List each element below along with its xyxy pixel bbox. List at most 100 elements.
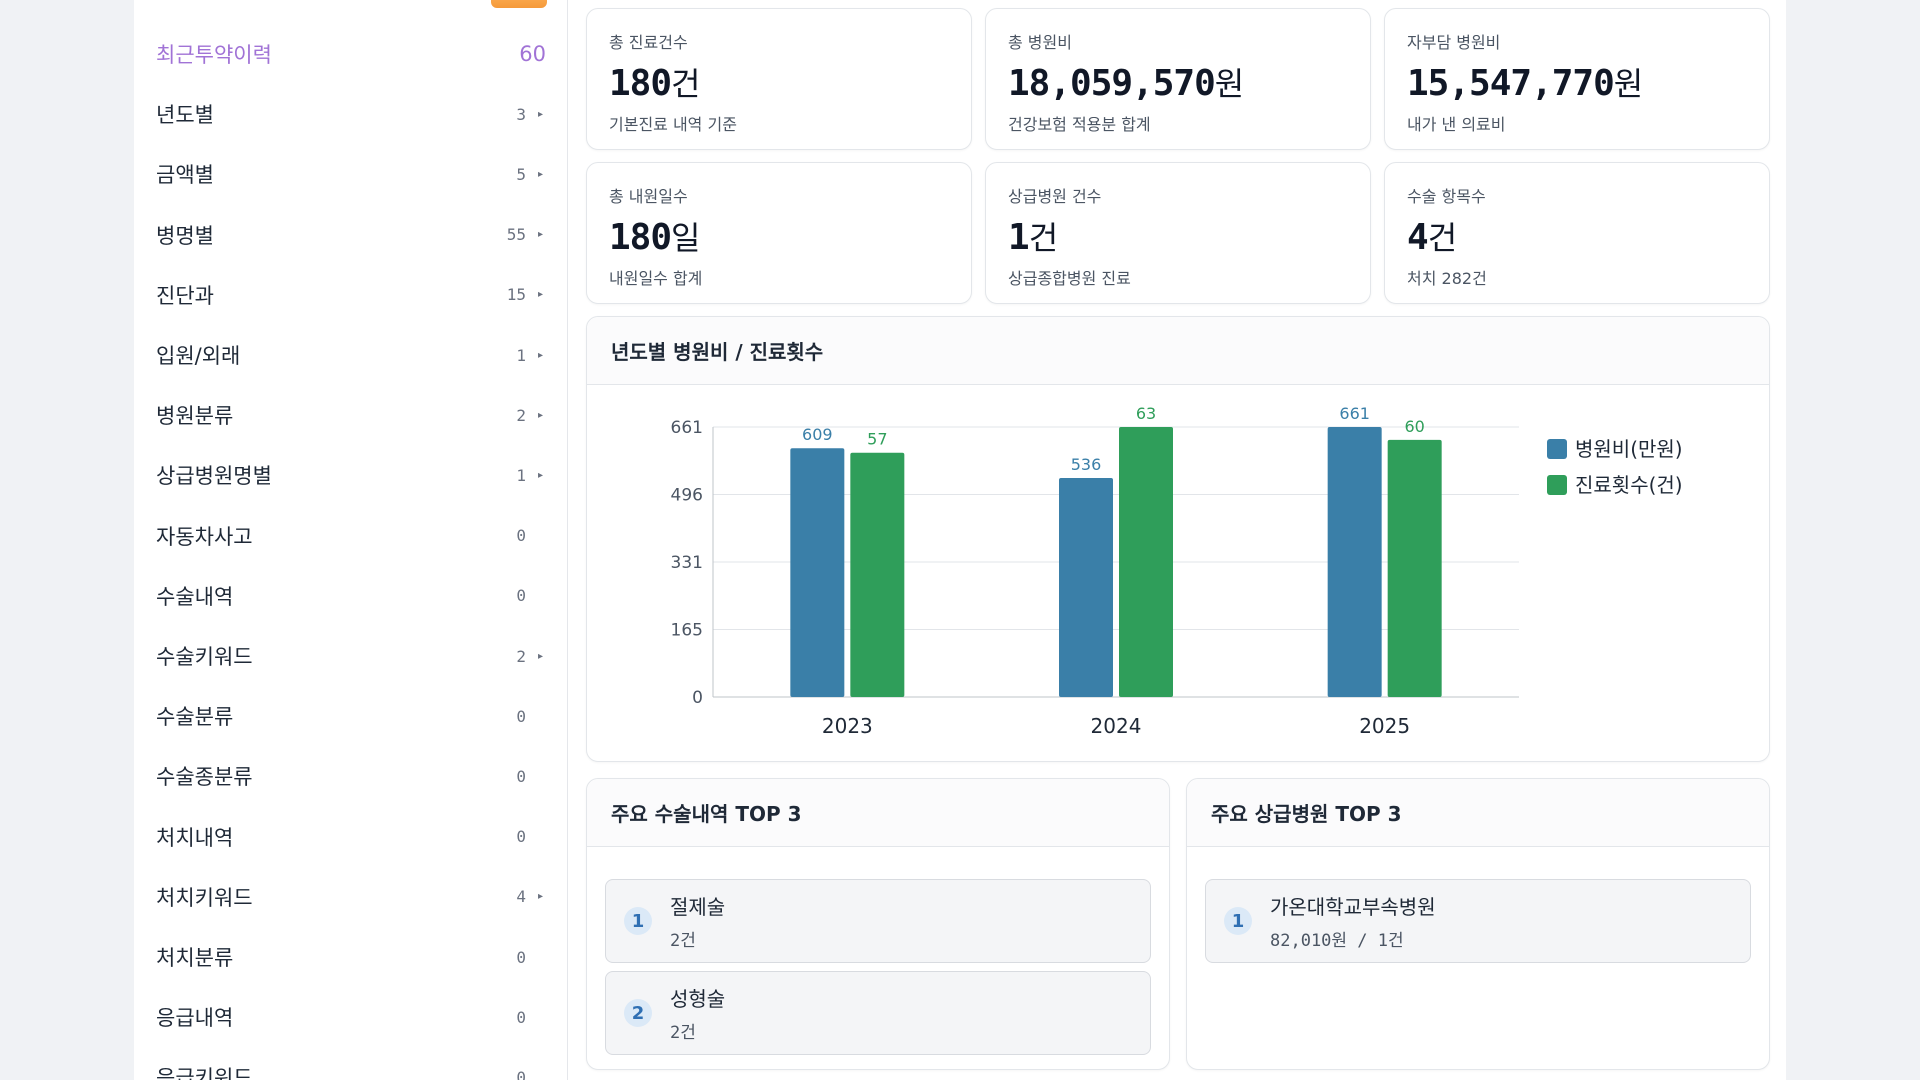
x-tick-label: 2023	[822, 714, 873, 738]
rank-number: 1	[624, 907, 652, 935]
stat-subtext: 처치 282건	[1407, 269, 1487, 288]
rank-item[interactable]: 2 성형술 2건	[605, 971, 1151, 1055]
chart-panel: 년도별 병원비 / 진료횟수 661 496 331 165 0 609 57 2023 536…	[586, 316, 1770, 762]
sidebar-item-count: 3	[516, 104, 526, 124]
rank-item[interactable]: 1 가온대학교부속병원 82,010원 / 1건	[1205, 879, 1751, 963]
sidebar-item[interactable]: 병명별 55 ▸	[134, 207, 568, 263]
surgery-panel-title: 주요 수술내역 TOP 3	[587, 779, 1169, 847]
sidebar-item[interactable]: 입원/외래 1 ▸	[134, 327, 568, 383]
sidebar-item-count: 1	[516, 345, 526, 365]
sidebar-item[interactable]: 수술종분류 0	[134, 748, 568, 804]
sidebar-item-count: 0	[516, 706, 526, 726]
hospital-panel-title: 주요 상급병원 TOP 3	[1187, 779, 1769, 847]
sidebar-item[interactable]: 수술내역 0	[134, 568, 568, 624]
sidebar-item-label: 응급키워드	[156, 1066, 253, 1080]
sidebar-item-count: 4	[516, 887, 526, 907]
stat-value: 18,059,570원	[1008, 59, 1348, 105]
bar	[850, 452, 905, 697]
data-label: 63	[1136, 404, 1156, 423]
stat-card: 상급병원 건수 1건 상급종합병원 진료	[985, 162, 1371, 304]
sidebar-item-label: 수술종분류	[156, 765, 253, 790]
chevron-right-icon: ▸	[538, 891, 544, 903]
sidebar-item-count: 0	[516, 1067, 526, 1080]
sidebar-item[interactable]: 수술키워드 2 ▸	[134, 628, 568, 684]
stat-value: 15,547,770원	[1407, 59, 1747, 105]
sidebar-item[interactable]: 처치키워드 4 ▸	[134, 869, 568, 925]
x-tick-label: 2025	[1359, 714, 1410, 738]
sidebar-item-count: 1	[516, 465, 526, 485]
sidebar-item-label: 입원/외래	[156, 344, 241, 368]
data-label: 57	[867, 430, 887, 449]
rank-number: 2	[624, 999, 652, 1027]
page: 최근투약이력 60 년도별 3 ▸ 금액별 5 ▸ 병명별 55 ▸ 진단과 15 ▸ 입원/외래 1 ▸ 병원분…	[134, 0, 1786, 1080]
sidebar-item[interactable]: 년도별 3 ▸	[134, 86, 568, 142]
y-tick-label: 496	[671, 486, 703, 506]
chevron-right-icon: ▸	[538, 108, 544, 120]
legend-label: 병원비(만원)	[1575, 437, 1683, 461]
chevron-right-icon: ▸	[538, 469, 544, 481]
bar	[1327, 427, 1382, 697]
sidebar-item-label: 수술분류	[156, 705, 234, 730]
hospital-top3-panel: 주요 상급병원 TOP 3 1 가온대학교부속병원 82,010원 / 1건	[1186, 778, 1770, 1070]
sidebar-item-label: 처치내역	[156, 825, 234, 850]
sidebar-item[interactable]: 수술분류 0	[134, 688, 568, 744]
sidebar-item-count: 2	[516, 646, 526, 666]
sidebar-item[interactable]: 병원분류 2 ▸	[134, 387, 568, 443]
y-tick-label: 331	[671, 553, 703, 573]
chevron-right-icon: ▸	[538, 650, 544, 662]
sidebar-item-label: 최근투약이력	[156, 43, 272, 67]
sidebar-item[interactable]: 응급내역 0	[134, 989, 568, 1045]
rank-item[interactable]: 1 절제술 2건	[605, 879, 1151, 963]
bar-chart: 661 496 331 165 0 609 57 2023 536 63 2024 661 60 2025…	[671, 404, 1683, 738]
chevron-right-icon: ▸	[538, 168, 544, 180]
sidebar-item-count: 0	[516, 586, 526, 606]
legend-swatch	[1547, 439, 1567, 459]
sidebar-item[interactable]: 최근투약이력 60	[134, 26, 568, 82]
sidebar-item[interactable]: 처치내역 0	[134, 809, 568, 865]
sidebar-item-label: 금액별	[156, 163, 214, 188]
sidebar-item-count: 5	[516, 164, 526, 184]
stat-unit: 건	[1028, 219, 1058, 257]
sidebar-item-count: 55	[506, 225, 526, 245]
stat-label: 수술 항목수	[1407, 187, 1486, 206]
sidebar-item[interactable]: 자동차사고 0	[134, 508, 568, 564]
sidebar-item-label: 수술키워드	[156, 645, 253, 669]
bar	[790, 448, 845, 697]
stat-unit: 건	[1427, 219, 1457, 257]
y-tick-label: 661	[671, 418, 703, 438]
chevron-right-icon: ▸	[538, 409, 544, 421]
sidebar-item[interactable]: 금액별 5 ▸	[134, 146, 568, 202]
sidebar-item-label: 자동차사고	[156, 524, 253, 549]
stat-unit: 원	[1214, 65, 1244, 103]
stat-subtext: 내가 낸 의료비	[1407, 115, 1506, 134]
sidebar-item[interactable]: 상급병원명별 1 ▸	[134, 447, 568, 503]
stat-label: 총 진료건수	[609, 33, 688, 52]
stat-number: 15,547,770	[1407, 63, 1615, 104]
sidebar-item-label: 처치분류	[156, 946, 234, 970]
stat-unit: 일	[671, 219, 700, 257]
stat-value: 180일	[609, 213, 949, 259]
sidebar-item[interactable]: 처치분류 0	[134, 929, 568, 985]
bar	[1059, 478, 1113, 697]
sidebar: 최근투약이력 60 년도별 3 ▸ 금액별 5 ▸ 병명별 55 ▸ 진단과 15 ▸ 입원/외래 1 ▸ 병원분…	[134, 0, 568, 1080]
rank-sub: 82,010원 / 1건	[1270, 931, 1404, 951]
sidebar-item[interactable]: 응급키워드 0	[134, 1049, 568, 1080]
stat-value: 4건	[1407, 213, 1747, 259]
sidebar-item-label: 수술내역	[156, 584, 234, 609]
sidebar-item-label: 상급병원명별	[156, 464, 272, 489]
sidebar-item-count: 0	[516, 827, 526, 847]
sidebar-item-count: 15	[506, 285, 526, 305]
rank-sub: 2건	[670, 1023, 696, 1043]
sidebar-top-button[interactable]	[491, 0, 547, 8]
data-label: 661	[1339, 404, 1370, 423]
legend-label: 진료횟수(건)	[1575, 473, 1683, 497]
stat-label: 자부담 병원비	[1407, 33, 1501, 52]
sidebar-item-count: 2	[516, 405, 526, 425]
stat-unit: 건	[671, 65, 700, 103]
sidebar-item-count: 0	[516, 1007, 526, 1027]
stat-number: 18,059,570	[1008, 63, 1216, 104]
sidebar-item[interactable]: 진단과 15 ▸	[134, 267, 568, 323]
stat-subtext: 내원일수 합계	[609, 269, 703, 288]
sidebar-item-label: 응급내역	[156, 1006, 234, 1031]
